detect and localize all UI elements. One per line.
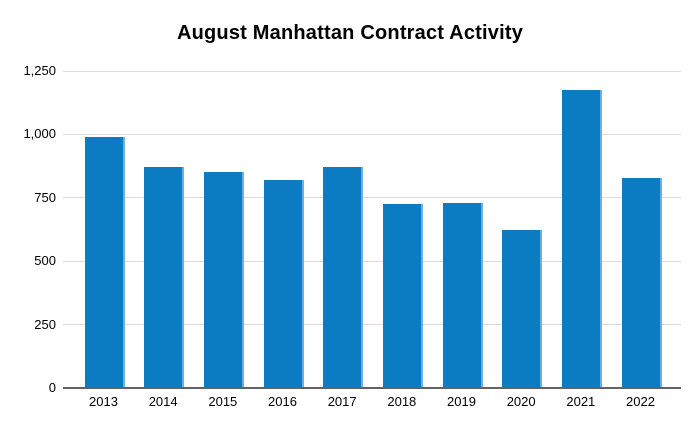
gridline-1250 bbox=[63, 70, 681, 72]
gridline-500 bbox=[63, 260, 681, 262]
y-tick-label-250: 250 bbox=[34, 316, 56, 332]
x-tick-label-2013: 2013 bbox=[89, 394, 118, 409]
y-tick-label-1000: 1,000 bbox=[23, 126, 56, 142]
x-tick-label-2015: 2015 bbox=[208, 394, 238, 409]
x-tick-label-2019: 2019 bbox=[447, 394, 476, 409]
bar-2014 bbox=[144, 167, 185, 388]
bar-2019 bbox=[442, 202, 483, 388]
x-axis: 2013 2014 2015 2016 2017 2018 2019 2020 2021 2022 bbox=[0, 394, 700, 412]
y-tick-label-1250: 1,250 bbox=[23, 63, 56, 78]
gridline-1000 bbox=[63, 133, 681, 135]
y-tick-label-500: 500 bbox=[34, 253, 56, 269]
chart-title: August Manhattan Contract Activity bbox=[176, 22, 524, 44]
gridline-750 bbox=[63, 197, 681, 199]
bar-2016 bbox=[263, 180, 304, 388]
y-tick-label-0: 0 bbox=[48, 380, 56, 395]
bar-2013 bbox=[84, 136, 125, 388]
x-tick-label-2020: 2020 bbox=[506, 394, 536, 409]
x-tick-label-2018: 2018 bbox=[387, 394, 417, 409]
x-tick-label-2016: 2016 bbox=[268, 394, 297, 409]
plot-area bbox=[63, 70, 681, 389]
x-tick-label-2017: 2017 bbox=[327, 394, 357, 409]
y-tick-label-750: 750 bbox=[34, 189, 56, 205]
bar-2021 bbox=[561, 90, 602, 388]
bar-2020 bbox=[502, 229, 543, 388]
bar-2015 bbox=[203, 172, 244, 388]
bar-2017 bbox=[323, 167, 364, 388]
x-tick-label-2021: 2021 bbox=[566, 394, 596, 409]
x-tick-label-2014: 2014 bbox=[148, 394, 178, 409]
y-axis: 0 250 500 750 1,000 1,250 bbox=[0, 0, 56, 433]
x-axis-line bbox=[63, 387, 681, 389]
bar-2022 bbox=[621, 177, 662, 388]
bar-2018 bbox=[382, 204, 423, 388]
x-tick-label-2022: 2022 bbox=[626, 394, 655, 409]
gridline-250 bbox=[63, 324, 681, 326]
